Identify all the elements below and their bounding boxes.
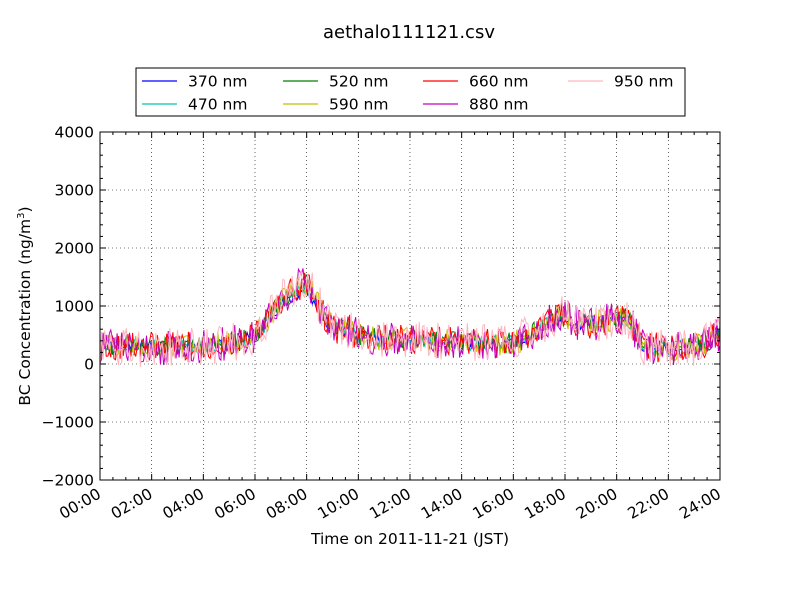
y-tick-label: 0 [84, 356, 94, 374]
chart-title: aethalo111121.csv [323, 22, 495, 43]
y-axis-label-main: BC Concentration (ng/m [16, 219, 34, 406]
y-axis-label-superscript: 3 [16, 212, 27, 218]
legend-label-660-nm: 660 nm [469, 73, 528, 91]
y-tick-label: 2000 [55, 240, 94, 258]
x-axis-label: Time on 2011-11-21 (JST) [310, 530, 509, 548]
legend-label-370-nm: 370 nm [188, 73, 247, 91]
y-tick-label: 4000 [55, 124, 94, 142]
y-tick-label: −2000 [42, 472, 94, 490]
legend-box [135, 67, 686, 117]
legend-label-590-nm: 590 nm [329, 96, 388, 114]
axis-ticks [99, 131, 721, 481]
series-layer [99, 267, 721, 367]
y-tick-label: 1000 [55, 298, 94, 316]
y-tick-labels: −2000 −1000 0 1000 2000 3000 4000 [42, 124, 94, 490]
series-line-950-nm [99, 269, 721, 367]
y-axis-label: BC Concentration (ng/m3) [16, 206, 34, 405]
y-axis-label-end: ) [16, 206, 34, 212]
y-tick-label: 3000 [55, 182, 94, 200]
legend: 370 nm 470 nm 520 nm 590 nm 660 nm 880 nm 950 … [135, 67, 686, 117]
legend-label-950-nm: 950 nm [614, 73, 673, 91]
grid-lines [100, 132, 720, 480]
legend-label-520-nm: 520 nm [329, 73, 388, 91]
legend-label-880-nm: 880 nm [469, 96, 528, 114]
legend-label-470-nm: 470 nm [188, 96, 247, 114]
series-line-880-nm [99, 267, 721, 366]
series-line-660-nm [99, 272, 721, 363]
y-tick-label: −1000 [42, 414, 94, 432]
